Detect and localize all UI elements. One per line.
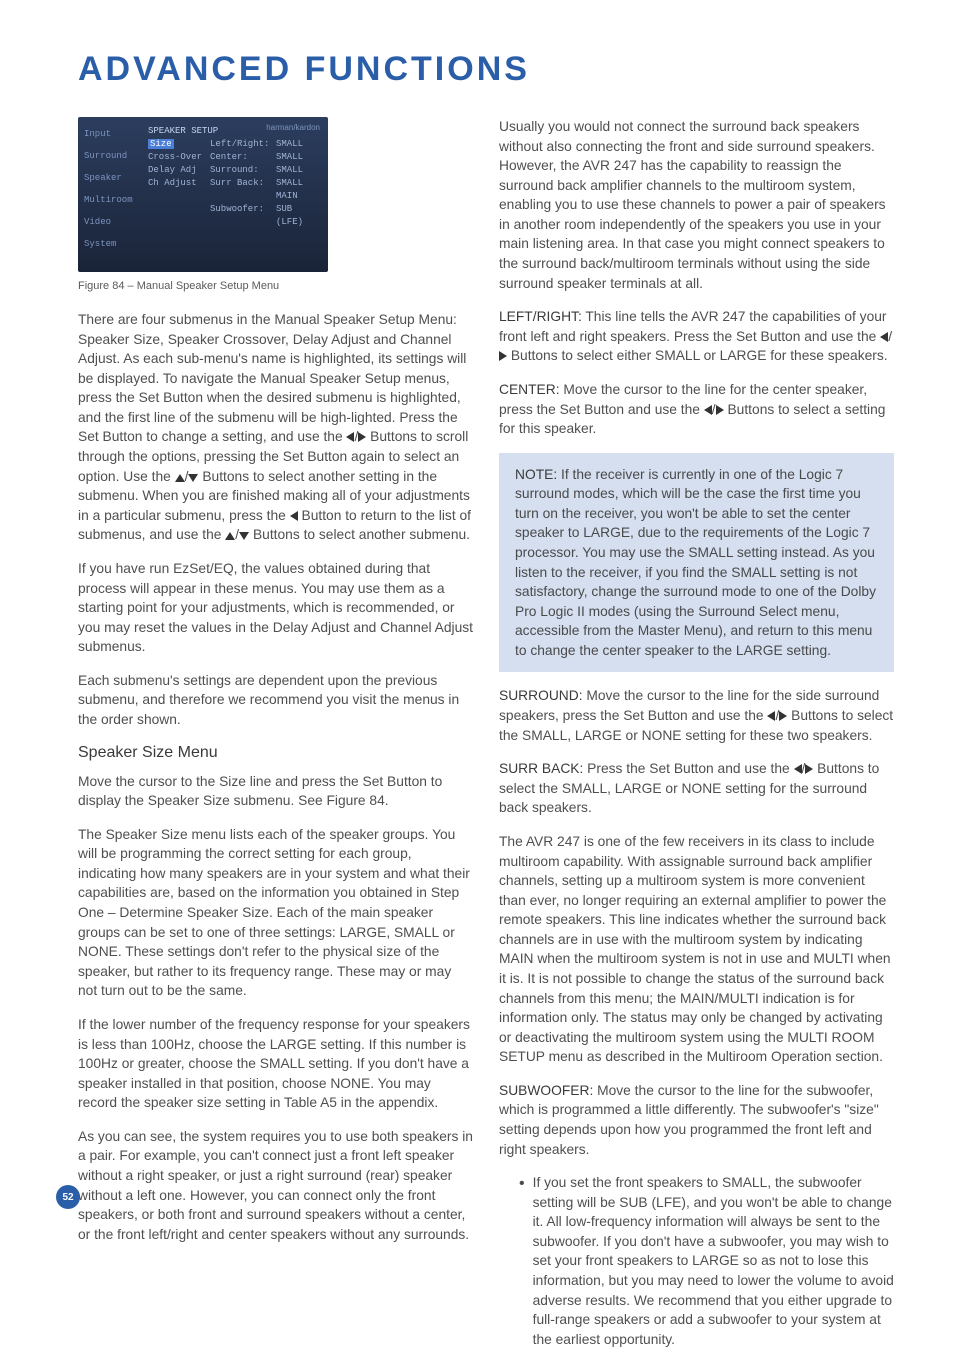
menu-cell: SMALL [276, 138, 322, 151]
field-label: SURR BACK: [499, 761, 583, 776]
down-arrow-icon [239, 532, 249, 540]
field-label: LEFT/RIGHT: [499, 309, 582, 324]
text-run: If the receiver is currently in one of t… [515, 467, 876, 658]
menu-cell: Surround: [210, 164, 276, 177]
menu-nav-item: System [84, 239, 144, 249]
menu-nav-item: Multiroom [84, 195, 144, 205]
menu-cell: Subwoofer: [210, 203, 276, 229]
menu-nav-item: Speaker [84, 173, 144, 183]
left-arrow-icon [290, 511, 298, 521]
menu-cell [148, 203, 210, 229]
menu-content: harman/kardon SPEAKER SETUP SizeLeft/Rig… [144, 117, 328, 272]
page-number-badge: 52 [56, 1185, 80, 1209]
body-paragraph: SUBWOOFER: Move the cursor to the line f… [499, 1081, 894, 1159]
field-label: SURROUND: [499, 688, 583, 703]
body-paragraph: If you have run EzSet/EQ, the values obt… [78, 559, 473, 657]
menu-cell: Size [148, 139, 174, 149]
body-paragraph: Each submenu's settings are dependent up… [78, 671, 473, 730]
note-label: NOTE: [515, 467, 557, 482]
field-label: SUBWOOFER: [499, 1083, 593, 1098]
menu-sidebar: Input Surround Speaker Multiroom Video S… [78, 117, 144, 272]
brand-label: harman/kardon [266, 122, 320, 134]
menu-cell: Left/Right: [210, 138, 276, 151]
figure-84-screenshot: Input Surround Speaker Multiroom Video S… [78, 117, 328, 272]
body-paragraph: Move the cursor to the Size line and pre… [78, 772, 473, 811]
menu-cell: Center: [210, 151, 276, 164]
left-arrow-icon [794, 764, 802, 774]
menu-nav-item: Surround [84, 151, 144, 161]
menu-cell: SUB (LFE) [276, 203, 322, 229]
right-column: Usually you would not connect the surrou… [499, 117, 894, 1363]
menu-row: Delay AdjSurround:SMALL [148, 164, 322, 177]
menu-cell: Delay Adj [148, 164, 210, 177]
left-arrow-icon [346, 432, 354, 442]
section-heading: Speaker Size Menu [78, 744, 473, 762]
body-paragraph: The Speaker Size menu lists each of the … [78, 825, 473, 1001]
menu-row: Subwoofer:SUB (LFE) [148, 203, 322, 229]
body-paragraph: The AVR 247 is one of the few receivers … [499, 832, 894, 1067]
text-run: There are four submenus in the Manual Sp… [78, 312, 466, 444]
body-paragraph: SURROUND: Move the cursor to the line fo… [499, 686, 894, 745]
page-title: ADVANCED FUNCTIONS [78, 50, 894, 89]
text-run: Buttons to select either SMALL or LARGE … [507, 348, 888, 363]
menu-row: Size Left/Right:SMALL [148, 138, 322, 151]
menu-cell: Ch Adjust [148, 177, 210, 203]
bullet-text: If you set the front speakers to SMALL, … [533, 1173, 894, 1349]
body-paragraph: Usually you would not connect the surrou… [499, 117, 894, 293]
body-paragraph: CENTER: Move the cursor to the line for … [499, 380, 894, 439]
note-callout: NOTE: If the receiver is currently in on… [499, 453, 894, 673]
menu-cell: SMALL MAIN [276, 177, 322, 203]
left-arrow-icon [767, 711, 775, 721]
menu-cell: Surr Back: [210, 177, 276, 203]
field-label: CENTER: [499, 382, 560, 397]
text-run: Buttons to select another submenu. [249, 527, 470, 542]
menu-row: Cross-OverCenter:SMALL [148, 151, 322, 164]
bullet-item: • If you set the front speakers to SMALL… [499, 1173, 894, 1349]
body-paragraph: There are four submenus in the Manual Sp… [78, 310, 473, 545]
menu-row: Ch AdjustSurr Back:SMALL MAIN [148, 177, 322, 203]
menu-nav-item: Video [84, 217, 144, 227]
body-paragraph: SURR BACK: Press the Set Button and use … [499, 759, 894, 818]
text-run: Press the Set Button and use the [583, 761, 793, 776]
menu-cell: SMALL [276, 151, 322, 164]
up-arrow-icon [225, 532, 235, 540]
note-text: NOTE: If the receiver is currently in on… [515, 465, 878, 661]
right-arrow-icon [499, 351, 507, 361]
body-paragraph: If the lower number of the frequency res… [78, 1015, 473, 1113]
bullet-icon: • [519, 1173, 525, 1349]
right-arrow-icon [716, 405, 724, 415]
body-paragraph: LEFT/RIGHT: This line tells the AVR 247 … [499, 307, 894, 366]
left-arrow-icon [704, 405, 712, 415]
body-paragraph: As you can see, the system requires you … [78, 1127, 473, 1244]
left-arrow-icon [880, 332, 888, 342]
down-arrow-icon [188, 474, 198, 482]
left-column: Input Surround Speaker Multiroom Video S… [78, 117, 473, 1363]
menu-nav-item: Input [84, 129, 144, 139]
two-column-layout: Input Surround Speaker Multiroom Video S… [78, 117, 894, 1363]
up-arrow-icon [175, 474, 185, 482]
menu-cell: Cross-Over [148, 151, 210, 164]
figure-caption: Figure 84 – Manual Speaker Setup Menu [78, 280, 473, 292]
menu-cell: SMALL [276, 164, 322, 177]
